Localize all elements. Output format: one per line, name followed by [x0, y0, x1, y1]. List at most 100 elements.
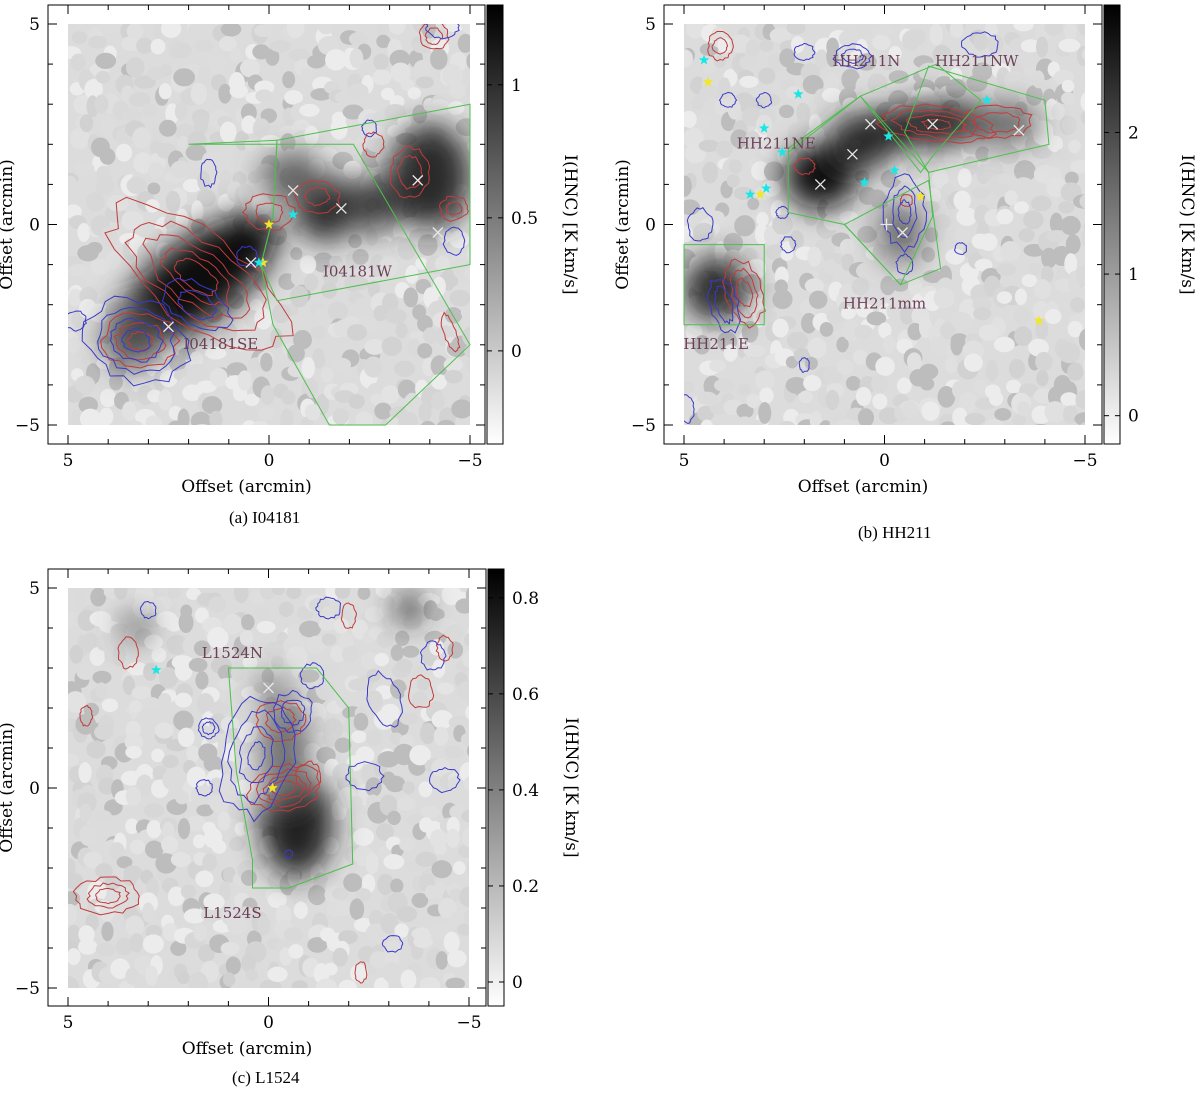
blue-contour — [832, 43, 873, 70]
blue-contour — [686, 207, 714, 242]
blue-contour — [897, 199, 912, 225]
region-outline — [260, 103, 471, 302]
region-outlines — [227, 667, 354, 889]
blue-contour — [428, 767, 461, 794]
colorbar-tick-label: 1 — [511, 76, 522, 96]
hnc-intensity-map — [68, 588, 469, 988]
red-contour — [124, 220, 267, 332]
blue-contour — [425, 24, 460, 40]
chart-panel-hh211: HH211N HH211NW HH211NE HH211mm HH211E 5 0 −5 5 0 −… — [600, 0, 1200, 504]
y-tick-label: 5 — [29, 15, 40, 35]
hnc-intensity-map — [684, 24, 1085, 425]
blue-contour — [684, 394, 695, 424]
blue-contour — [793, 42, 816, 62]
red-contour — [440, 311, 461, 353]
red-contour — [246, 762, 320, 812]
cyan-star — [859, 176, 870, 187]
region-outline — [227, 667, 354, 889]
blue-contour — [882, 173, 928, 253]
blue-contour — [755, 91, 773, 109]
blue-contour — [195, 778, 213, 797]
core-marker — [814, 178, 826, 190]
chart-l1524: L1524N L1524S 5 0 −5 5 0 −5 Offset (arcmin) Offse… — [0, 568, 581, 1059]
region-outline — [904, 65, 1050, 173]
hnc-blob — [394, 593, 423, 623]
cyan-star — [883, 130, 894, 141]
colorbar-tick-label: 1 — [1128, 265, 1139, 285]
region-label: L1524N — [202, 644, 263, 662]
region-outlines — [188, 103, 471, 426]
x-tick-label: 0 — [263, 1013, 274, 1033]
blue-contour — [841, 48, 865, 64]
hnc-blob — [389, 124, 470, 229]
blue-contour — [121, 327, 151, 353]
core-marker — [163, 321, 174, 333]
blue-contour — [68, 310, 88, 332]
region-outline — [843, 179, 942, 286]
red-contour — [396, 154, 424, 190]
red-contour — [100, 312, 181, 369]
red-contour — [117, 636, 139, 670]
caption-hh211: (b) HH211 — [858, 523, 932, 542]
blue-contour — [236, 245, 259, 268]
core-marker — [412, 174, 424, 186]
red-contour — [735, 277, 754, 308]
x-tick-label: −5 — [457, 451, 482, 471]
yellow-star — [263, 219, 275, 229]
axis-ticks — [664, 5, 1102, 444]
core-marker — [245, 257, 257, 269]
blue-contour — [895, 253, 914, 275]
red-contour — [241, 193, 296, 232]
blue-contour — [315, 596, 342, 620]
red-contour — [445, 201, 463, 216]
red-contour — [255, 700, 307, 743]
cyan-star — [793, 88, 804, 99]
blue-contour — [110, 317, 164, 363]
core-marker — [432, 227, 444, 238]
red-contour — [875, 103, 998, 144]
blue-contour — [892, 185, 918, 239]
colorbar: 0 0.5 1 I(HNC) [K km/s] — [486, 4, 580, 445]
red-contour — [95, 887, 121, 905]
x-tick-label: −5 — [456, 1013, 481, 1033]
blue-contour — [718, 91, 738, 108]
red-contour — [303, 186, 331, 207]
yellow-star — [267, 782, 278, 793]
y-axis-label: Offset (arcmin) — [0, 722, 17, 853]
axis-ticks — [48, 569, 486, 1006]
region-label: HH211mm — [843, 295, 926, 313]
y-tick-label: 0 — [645, 216, 656, 236]
hnc-blob — [115, 214, 278, 347]
cyan-star — [777, 146, 788, 157]
cyan-star — [761, 182, 772, 193]
blue-contour — [714, 285, 734, 326]
colorbar-tick-label: 0 — [511, 342, 522, 362]
markers — [698, 54, 1045, 326]
outflow-contours — [68, 24, 469, 387]
x-tick-label: 5 — [63, 1013, 74, 1033]
blue-contour — [201, 720, 216, 736]
red-contour — [920, 118, 951, 131]
red-contour — [362, 131, 385, 158]
blue-contour — [419, 640, 447, 671]
y-tick-label: 5 — [645, 15, 656, 35]
cyan-star — [287, 209, 299, 219]
markers — [163, 174, 444, 333]
blue-contour — [960, 31, 999, 58]
blue-contour — [299, 662, 325, 690]
blue-contour — [283, 849, 294, 860]
x-tick-label: 5 — [679, 451, 690, 471]
chart-panel-l1524: L1524N L1524S 5 0 −5 5 0 −5 Offset (arcmin) Offse… — [0, 560, 590, 1064]
colorbar-tick-label: 0 — [512, 973, 523, 993]
red-contour — [438, 195, 469, 222]
colorbar: 0 0.2 0.4 0.6 0.8 I(HNC) [K km/s] — [487, 568, 581, 1007]
x-axis-label: Offset (arcmin) — [181, 477, 312, 497]
colorbar-tick-label: 0.5 — [511, 209, 538, 229]
hnc-blob — [876, 200, 925, 265]
region-label: HH211E — [683, 335, 749, 353]
plus-marker — [880, 218, 893, 231]
y-axis-label: Offset (arcmin) — [0, 159, 17, 290]
yellow-star — [257, 257, 269, 267]
red-contour — [424, 27, 444, 46]
chart-panel-i04181: I04181W I04181SE 5 0 −5 5 0 −5 Offset (arcmin) Of… — [0, 0, 590, 504]
